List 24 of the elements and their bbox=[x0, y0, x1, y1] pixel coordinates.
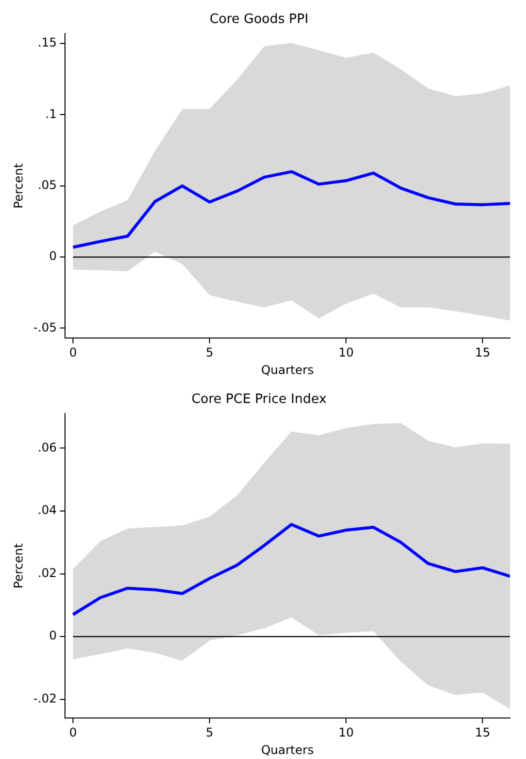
y-tick-label: .1 bbox=[45, 106, 57, 121]
chart-title: Core PCE Price Index bbox=[191, 392, 327, 408]
y-tick-label: .04 bbox=[38, 503, 57, 518]
y-tick-label: .02 bbox=[38, 566, 57, 580]
x-axis-title: Quarters bbox=[261, 362, 314, 377]
chart-title: Core Goods PPI bbox=[210, 12, 308, 28]
y-axis-title: Percent bbox=[11, 543, 26, 588]
x-tick-label: 10 bbox=[338, 346, 354, 360]
x-tick-label: 15 bbox=[475, 346, 490, 360]
y-tick-label: .06 bbox=[38, 440, 57, 454]
y-tick-label: .05 bbox=[38, 178, 57, 192]
y-tick-label: -.05 bbox=[33, 320, 57, 334]
x-tick-label: 15 bbox=[475, 726, 490, 740]
x-tick-label: 10 bbox=[338, 726, 354, 740]
y-tick-label: .15 bbox=[38, 36, 57, 50]
x-tick-label: 0 bbox=[69, 346, 77, 360]
y-axis-title: Percent bbox=[11, 163, 26, 208]
x-tick-label: 5 bbox=[206, 346, 214, 360]
y-tick-label: -.02 bbox=[33, 691, 57, 706]
x-axis-title: Quarters bbox=[261, 742, 314, 757]
y-tick-label: 0 bbox=[49, 249, 57, 264]
x-tick-label: 5 bbox=[206, 726, 214, 740]
y-tick-label: 0 bbox=[49, 628, 57, 643]
x-tick-label: 0 bbox=[69, 726, 77, 740]
